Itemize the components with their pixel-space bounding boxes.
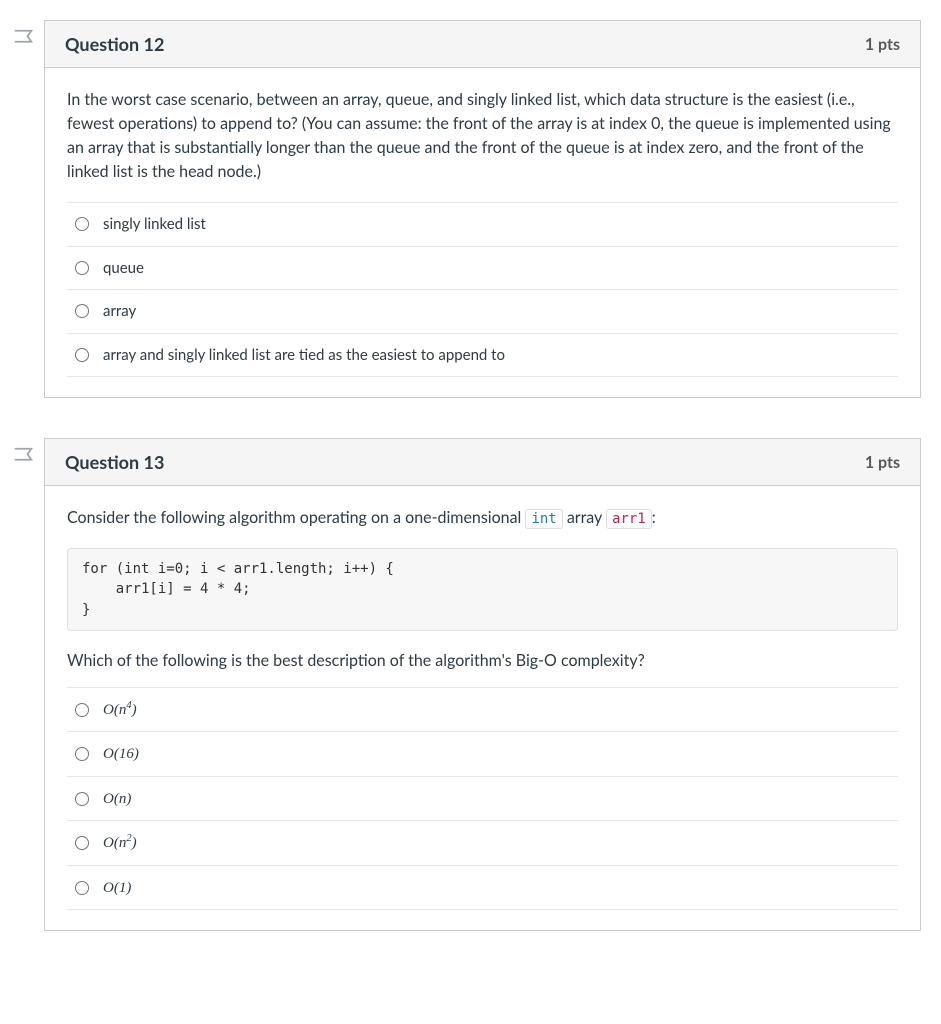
answer-radio[interactable] [75, 836, 89, 850]
answer-list: O(n4) O(16) O(n) O(n2) O(1) [67, 687, 898, 911]
inline-code: int [525, 509, 562, 529]
answer-option[interactable]: queue [67, 246, 898, 290]
question-points: 1 pts [865, 453, 900, 472]
code-block: for (int i=0; i < arr1.length; i++) { ar… [67, 548, 898, 631]
answer-label: O(n) [103, 787, 131, 811]
answer-label: O(1) [103, 876, 131, 900]
flag-icon[interactable] [12, 446, 34, 472]
question-prompt: In the worst case scenario, between an a… [67, 88, 898, 184]
question-title: Question 13 [65, 451, 164, 473]
question-card: Question 12 1 pts In the worst case scen… [44, 20, 921, 398]
question-block: Question 12 1 pts In the worst case scen… [12, 20, 921, 398]
question-prompt: Consider the following algorithm operati… [67, 506, 898, 530]
answer-radio[interactable] [75, 703, 89, 717]
question-points: 1 pts [865, 35, 900, 54]
answer-label: queue [103, 257, 144, 280]
flag-icon[interactable] [12, 28, 34, 54]
answer-option[interactable]: O(1) [67, 865, 898, 911]
prompt-text: array [563, 508, 606, 527]
answer-label: O(16) [103, 742, 139, 766]
answer-radio[interactable] [75, 217, 89, 231]
answer-radio[interactable] [75, 747, 89, 761]
answer-radio[interactable] [75, 792, 89, 806]
inline-code: arr1 [606, 509, 652, 529]
question-block: Question 13 1 pts Consider the following… [12, 438, 921, 931]
answer-option[interactable]: O(n2) [67, 820, 898, 865]
answer-label: array and singly linked list are tied as… [103, 344, 505, 367]
answer-option[interactable]: O(16) [67, 731, 898, 776]
prompt-text: : [652, 508, 656, 527]
answer-label: array [103, 300, 136, 323]
answer-label: O(n4) [103, 698, 137, 722]
question-body: In the worst case scenario, between an a… [45, 68, 920, 397]
question-title: Question 12 [65, 33, 164, 55]
question-header: Question 13 1 pts [45, 439, 920, 486]
answer-radio[interactable] [75, 304, 89, 318]
answer-radio[interactable] [75, 261, 89, 275]
answer-option[interactable]: array and singly linked list are tied as… [67, 333, 898, 378]
answer-radio[interactable] [75, 881, 89, 895]
answer-option[interactable]: array [67, 289, 898, 333]
question-body: Consider the following algorithm operati… [45, 486, 920, 930]
prompt-text: Consider the following algorithm operati… [67, 508, 525, 527]
answer-radio[interactable] [75, 348, 89, 362]
question-header: Question 12 1 pts [45, 21, 920, 68]
question-post-prompt: Which of the following is the best descr… [67, 649, 898, 673]
answer-label: O(n2) [103, 831, 137, 855]
answer-list: singly linked list queue array array and… [67, 202, 898, 377]
answer-option[interactable]: O(n) [67, 776, 898, 821]
question-card: Question 13 1 pts Consider the following… [44, 438, 921, 931]
answer-label: singly linked list [103, 213, 206, 236]
answer-option[interactable]: O(n4) [67, 687, 898, 732]
answer-option[interactable]: singly linked list [67, 202, 898, 246]
